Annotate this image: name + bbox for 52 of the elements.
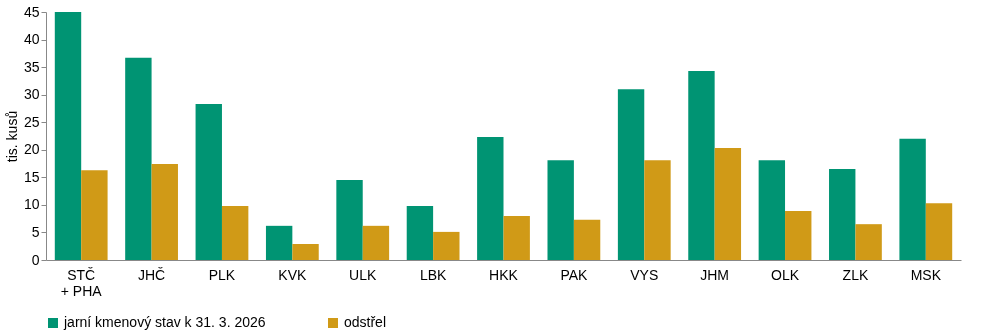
bar [54, 12, 82, 260]
bar [265, 225, 293, 260]
y-tick-label: 35 [23, 58, 40, 75]
bar [644, 160, 671, 260]
x-tick-label: PLK [208, 266, 236, 283]
x-tick-label: ULK [349, 266, 378, 283]
y-tick-label: 45 [23, 3, 40, 20]
bar [406, 205, 434, 260]
bar [785, 210, 812, 260]
bar [573, 219, 601, 260]
bar [714, 148, 742, 260]
bar [81, 170, 108, 260]
y-axis-title: tis. kusů [3, 110, 20, 163]
y-tick-label: 20 [23, 141, 40, 158]
y-tick-label: 40 [23, 31, 40, 48]
y-tick-label: 10 [23, 196, 40, 213]
y-tick-label: 15 [23, 168, 40, 185]
bar [829, 169, 856, 260]
bar [221, 205, 249, 260]
bar [336, 180, 363, 260]
x-tick-label: HKK [489, 266, 519, 283]
bar [433, 231, 460, 260]
legend-label: odstřel [344, 314, 387, 330]
x-tick-label: JHČ [137, 266, 166, 283]
x-tick-label: PAK [560, 266, 589, 283]
x-tick-label: JHM [700, 266, 730, 283]
y-tick-label: 0 [31, 251, 40, 268]
bar [899, 138, 926, 260]
x-tick-label: LBK [419, 266, 448, 283]
bar [195, 104, 222, 260]
y-tick-label: 5 [31, 223, 40, 240]
x-tick-label: MSK [910, 266, 942, 283]
bar [758, 160, 786, 260]
bar [503, 215, 530, 260]
bar [477, 137, 504, 260]
x-tick-label: ZLK [842, 266, 869, 283]
x-tick-label: STČ + PHA [60, 266, 103, 299]
bar [547, 160, 574, 260]
bar [617, 89, 645, 260]
bar [925, 203, 953, 260]
bar [688, 70, 715, 260]
x-tick-label: OLK [771, 266, 800, 283]
y-tick-label: 30 [23, 86, 40, 103]
bar [151, 164, 178, 260]
x-tick-label: KVK [278, 266, 308, 283]
y-tick-label: 25 [23, 113, 40, 130]
legend-label: jarní kmenový stav k 31. 3. 2026 [63, 314, 266, 330]
x-tick-label: VYS [630, 266, 659, 283]
bar [125, 57, 152, 260]
bar [292, 244, 319, 260]
bar [855, 224, 882, 260]
bar [362, 225, 390, 260]
